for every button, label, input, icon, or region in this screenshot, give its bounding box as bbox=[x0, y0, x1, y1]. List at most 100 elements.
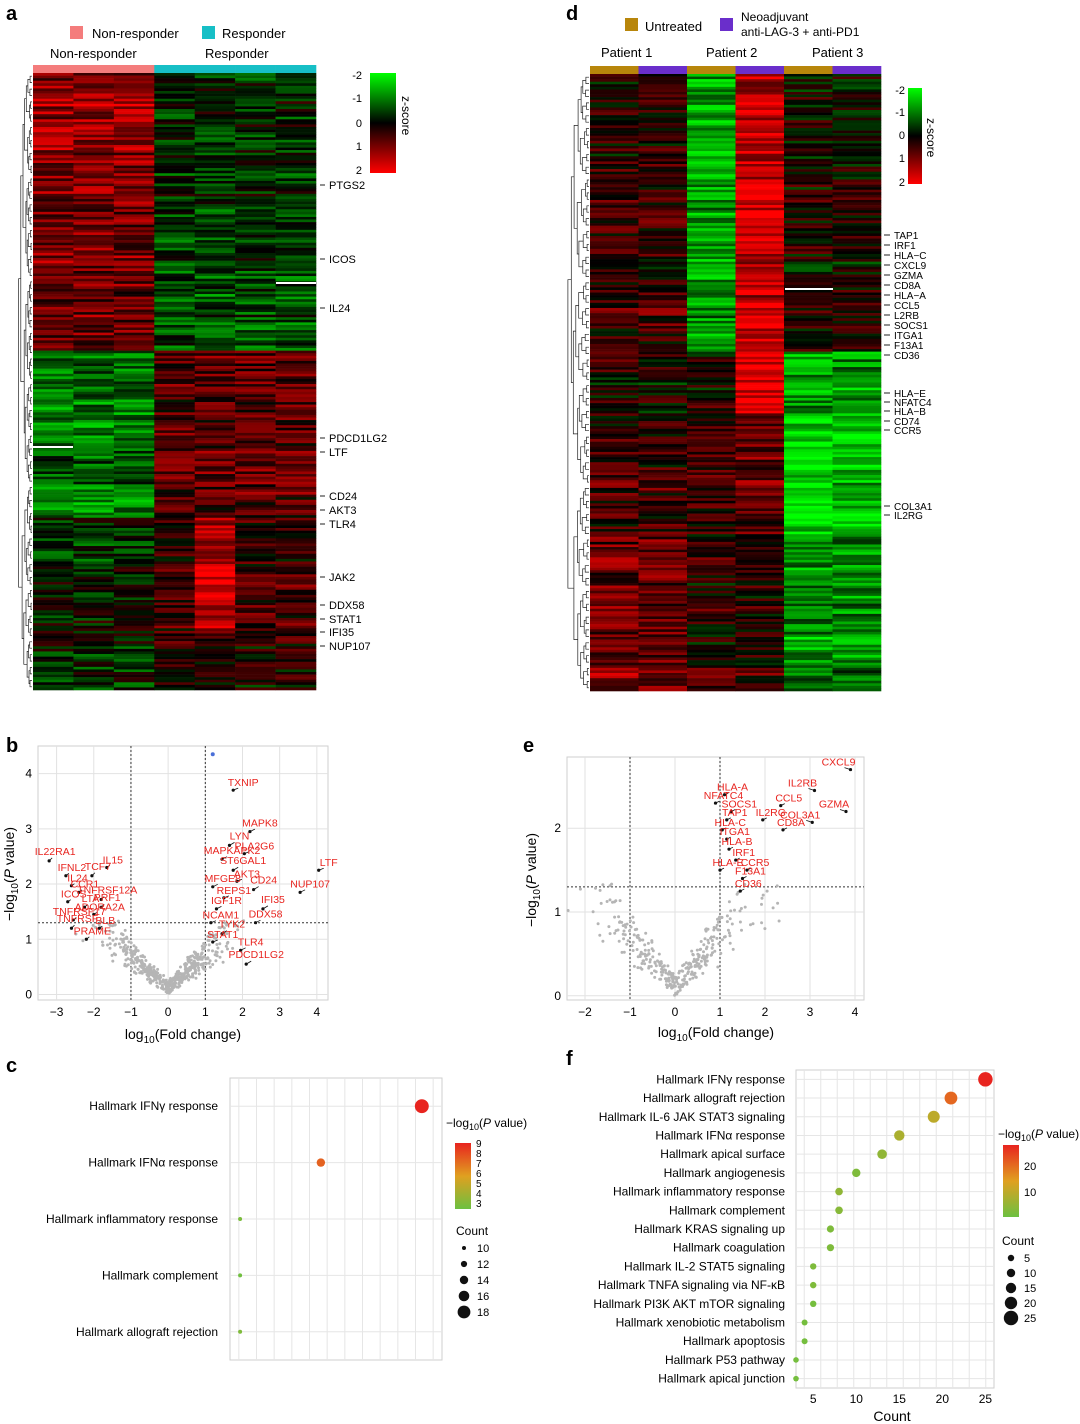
heatmap-cell bbox=[735, 503, 785, 507]
heatmap-cell bbox=[638, 536, 688, 540]
heatmap-cell bbox=[154, 101, 196, 105]
heatmap-cell bbox=[735, 392, 785, 396]
heatmap-cell bbox=[154, 234, 196, 238]
heatmap-cell bbox=[73, 126, 115, 130]
data-point bbox=[643, 943, 647, 947]
heatmap-cell bbox=[73, 584, 115, 588]
heatmap-cell bbox=[638, 670, 688, 674]
point-label: NFATC4 bbox=[704, 790, 744, 802]
x-tick-label: 0 bbox=[165, 1005, 172, 1019]
heatmap-cell bbox=[113, 268, 155, 272]
heatmap-cell bbox=[113, 276, 155, 279]
heatmap-cell bbox=[687, 385, 736, 388]
heatmap-cell bbox=[154, 661, 196, 665]
heatmap-cell bbox=[113, 636, 155, 639]
heatmap-cell bbox=[275, 407, 317, 411]
heatmap-cell bbox=[194, 353, 236, 357]
heatmap-cell bbox=[735, 233, 785, 237]
heatmap-cell bbox=[73, 255, 115, 259]
heatmap-cell bbox=[784, 570, 833, 574]
heatmap-cell bbox=[832, 97, 882, 101]
data-point bbox=[644, 957, 648, 961]
heatmap-cell bbox=[687, 392, 736, 396]
data-point bbox=[106, 943, 109, 947]
gene-label: HLA−C bbox=[894, 251, 927, 262]
heatmap-cell bbox=[33, 335, 74, 339]
heatmap-cell bbox=[638, 552, 688, 556]
data-point bbox=[125, 947, 129, 951]
color-tick-label: 8 bbox=[476, 1149, 482, 1160]
colorbar-tick: 0 bbox=[899, 130, 905, 142]
data-point bbox=[738, 920, 742, 924]
heatmap-cell bbox=[154, 687, 196, 691]
data-point bbox=[169, 976, 172, 980]
heatmap-cell bbox=[194, 409, 236, 413]
heatmap-cell bbox=[33, 173, 74, 177]
heatmap-cell bbox=[275, 348, 317, 351]
heatmap-cell bbox=[275, 648, 317, 652]
heatmap-cell bbox=[154, 98, 196, 102]
heatmap-cell bbox=[194, 183, 236, 187]
heatmap-cell bbox=[832, 307, 882, 311]
heatmap-cell bbox=[275, 317, 317, 321]
data-point bbox=[677, 985, 681, 989]
panel-a-heatmap: Non-responder Responder Non-responder Re… bbox=[18, 26, 413, 691]
heatmap-cell bbox=[235, 684, 276, 688]
heatmap-cell bbox=[235, 263, 276, 267]
heatmap-cell bbox=[275, 132, 317, 135]
heatmap-cell bbox=[784, 174, 833, 178]
heatmap-cell bbox=[275, 162, 317, 166]
heatmap-cell bbox=[590, 683, 639, 687]
heatmap-cell bbox=[113, 407, 155, 411]
heatmap-cell bbox=[194, 180, 236, 184]
heatmap-cell bbox=[154, 664, 196, 668]
heatmap-cell bbox=[687, 436, 736, 440]
heatmap-cell bbox=[735, 220, 785, 224]
heatmap-cell bbox=[235, 376, 276, 380]
heatmap-cell bbox=[784, 526, 833, 530]
heatmap-cell bbox=[235, 281, 276, 285]
heatmap-cell bbox=[590, 194, 639, 198]
dendrogram-branch bbox=[585, 642, 589, 650]
heatmap-cell bbox=[590, 251, 639, 255]
heatmap-cell bbox=[590, 428, 639, 432]
heatmap-cell bbox=[638, 171, 688, 175]
heatmap-cell bbox=[113, 78, 155, 82]
heatmap-cell bbox=[235, 209, 276, 213]
heatmap-cell bbox=[590, 94, 639, 98]
heatmap-cell bbox=[154, 525, 196, 529]
heatmap-cell bbox=[590, 102, 639, 106]
heatmap-cell bbox=[33, 186, 74, 189]
heatmap-cell bbox=[154, 648, 196, 652]
heatmap-cell bbox=[33, 474, 74, 477]
heatmap-cell bbox=[113, 366, 155, 369]
heatmap-cell bbox=[33, 492, 74, 495]
heatmap-cell bbox=[638, 472, 688, 476]
heatmap-cell bbox=[73, 165, 115, 169]
heatmap-cell bbox=[590, 336, 639, 340]
heatmap-cell bbox=[235, 355, 276, 359]
heatmap-cell bbox=[154, 368, 196, 372]
heatmap-cell bbox=[638, 428, 688, 432]
heatmap-cell bbox=[590, 467, 639, 471]
heatmap-cell bbox=[275, 193, 317, 197]
heatmap-cell bbox=[784, 92, 833, 95]
heatmap-cell bbox=[235, 672, 276, 675]
heatmap-cell bbox=[275, 342, 317, 346]
heatmap-cell bbox=[590, 539, 639, 543]
heatmap-cell bbox=[832, 457, 882, 460]
heatmap-cell bbox=[154, 85, 196, 89]
heatmap-cell bbox=[735, 253, 785, 257]
heatmap-cell bbox=[735, 536, 785, 540]
data-point bbox=[620, 950, 624, 954]
heatmap-cell bbox=[33, 643, 74, 647]
heatmap-cell bbox=[73, 620, 115, 624]
heatmap-cell bbox=[832, 130, 882, 134]
heatmap-cell bbox=[113, 546, 155, 549]
gene-label: CCR5 bbox=[894, 426, 922, 437]
data-point bbox=[177, 982, 181, 986]
dendrogram-branch bbox=[29, 435, 32, 443]
heatmap-cell bbox=[638, 205, 688, 208]
panel-letter-f: f bbox=[566, 1048, 573, 1070]
